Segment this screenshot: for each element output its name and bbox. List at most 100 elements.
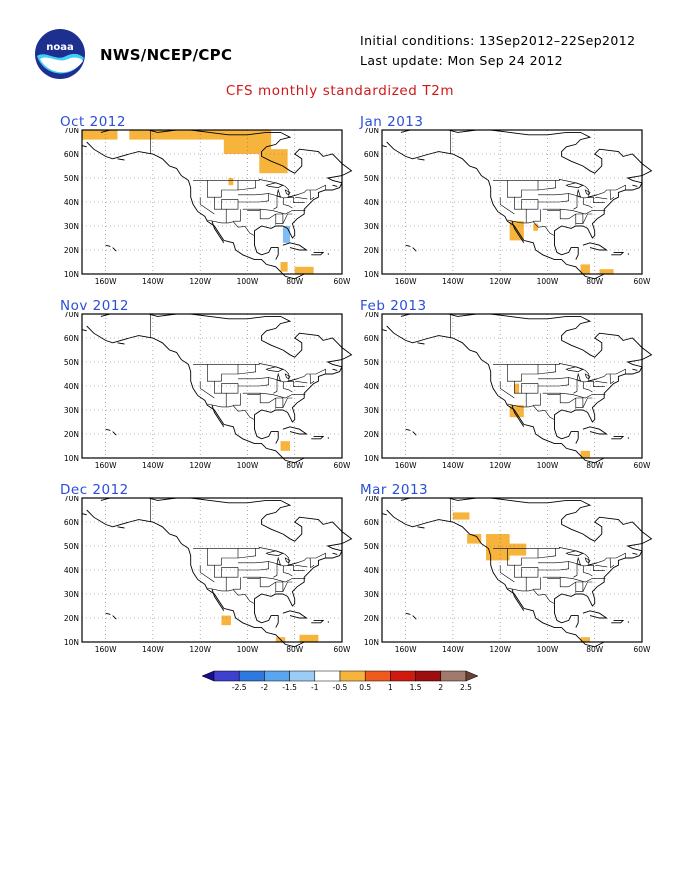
panel-title: Jan 2013 bbox=[360, 114, 424, 130]
lake-outline bbox=[565, 366, 584, 372]
political-border bbox=[533, 393, 541, 406]
lon-label: 80W bbox=[586, 277, 604, 286]
political-border bbox=[268, 193, 305, 203]
map-panel-jan-2013: Jan 2013 70N 60N 50N 40N 30N 20N 10N 160W 140W 12… bbox=[360, 114, 660, 298]
political-border bbox=[568, 581, 584, 592]
political-border bbox=[533, 577, 541, 590]
political-border bbox=[214, 565, 227, 591]
noaa-logo-text: noaa bbox=[46, 42, 74, 53]
coastline bbox=[211, 589, 225, 612]
coastline bbox=[511, 221, 525, 244]
coastline bbox=[554, 603, 579, 628]
coastline bbox=[311, 619, 325, 624]
map-frame bbox=[81, 497, 343, 643]
map-frame bbox=[381, 313, 643, 459]
anomaly-cell bbox=[129, 130, 248, 140]
legend-swatch bbox=[440, 670, 467, 682]
lon-label: 120W bbox=[489, 461, 511, 470]
political-border bbox=[199, 565, 215, 583]
panel-title: Nov 2012 bbox=[60, 298, 129, 314]
map-frame bbox=[381, 129, 643, 275]
coastline bbox=[332, 368, 338, 371]
lon-label: 140W bbox=[442, 277, 464, 286]
political-border bbox=[282, 581, 293, 592]
lat-label: 70N bbox=[64, 128, 79, 135]
coastline bbox=[611, 251, 625, 256]
legend-arrow-low bbox=[201, 670, 215, 682]
legend-tick-label: 2 bbox=[438, 683, 443, 692]
political-border bbox=[214, 197, 227, 223]
coastline bbox=[554, 235, 579, 260]
political-border bbox=[537, 180, 556, 191]
lat-label: 50N bbox=[364, 358, 379, 367]
political-border bbox=[242, 576, 269, 588]
lon-label: 100W bbox=[237, 461, 259, 470]
initial-conditions: Initial conditions: 13Sep2012–22Sep2012 bbox=[360, 33, 636, 48]
political-border bbox=[514, 197, 527, 223]
political-border bbox=[309, 557, 315, 569]
lon-label: 60W bbox=[334, 277, 352, 286]
map-jan-2013: 70N 60N 50N 40N 30N 20N 10N 160W 140W 120W 100W 80W… bbox=[364, 128, 653, 286]
coastline bbox=[417, 342, 425, 345]
coastline bbox=[627, 621, 630, 623]
lat-label: 20N bbox=[364, 246, 379, 255]
legend-swatch bbox=[314, 670, 341, 682]
political-border bbox=[507, 587, 555, 604]
legend-tick-label: 0.5 bbox=[359, 683, 371, 692]
legend-swatch bbox=[415, 670, 442, 682]
political-border bbox=[560, 576, 606, 583]
coastline bbox=[417, 526, 425, 529]
coastline bbox=[386, 325, 605, 464]
coastline bbox=[381, 513, 387, 516]
political-border bbox=[568, 561, 605, 571]
coastline bbox=[327, 437, 330, 439]
political-border bbox=[193, 179, 326, 198]
legend-tick-label: -2.5 bbox=[232, 683, 247, 692]
political-border bbox=[268, 397, 284, 408]
lon-label: 140W bbox=[442, 645, 464, 654]
lon-label: 80W bbox=[586, 645, 604, 654]
political-border bbox=[233, 393, 241, 406]
lon-label: 160W bbox=[95, 461, 117, 470]
lat-label: 70N bbox=[364, 312, 379, 319]
lat-label: 60N bbox=[64, 150, 79, 159]
political-border bbox=[493, 363, 626, 382]
coastline bbox=[86, 141, 305, 280]
coastline bbox=[100, 313, 353, 423]
political-border bbox=[555, 377, 569, 387]
political-border bbox=[207, 219, 255, 236]
coastline bbox=[86, 325, 305, 464]
lat-label: 30N bbox=[64, 222, 79, 231]
anomaly-cell bbox=[221, 615, 231, 626]
legend-swatch bbox=[264, 670, 290, 682]
political-border bbox=[233, 577, 241, 590]
political-border bbox=[221, 199, 239, 210]
political-border bbox=[521, 199, 539, 210]
anomaly-cell bbox=[504, 543, 527, 556]
political-border bbox=[568, 213, 584, 224]
coastline bbox=[554, 419, 579, 444]
anomaly-cell bbox=[452, 512, 470, 520]
coastline bbox=[254, 419, 279, 444]
legend-tick-label: 2.5 bbox=[460, 683, 472, 692]
political-border bbox=[237, 180, 256, 191]
coastline bbox=[211, 221, 225, 244]
political-border bbox=[193, 363, 326, 382]
coastline bbox=[282, 610, 308, 619]
anomaly-cell bbox=[294, 266, 314, 274]
panel-title: Feb 2013 bbox=[360, 298, 427, 314]
coastline bbox=[632, 184, 638, 187]
legend-tick-label: -2 bbox=[261, 683, 269, 692]
map-canvas bbox=[381, 497, 653, 648]
coastline bbox=[117, 342, 125, 345]
lon-label: 80W bbox=[286, 461, 304, 470]
lake-outline bbox=[265, 182, 284, 188]
coastline bbox=[211, 405, 225, 428]
political-border bbox=[499, 197, 515, 215]
coastline bbox=[117, 526, 125, 529]
coastline bbox=[400, 497, 653, 607]
coastline bbox=[105, 612, 111, 615]
coastline bbox=[627, 437, 630, 439]
political-border bbox=[568, 397, 584, 408]
coastline bbox=[282, 426, 308, 435]
